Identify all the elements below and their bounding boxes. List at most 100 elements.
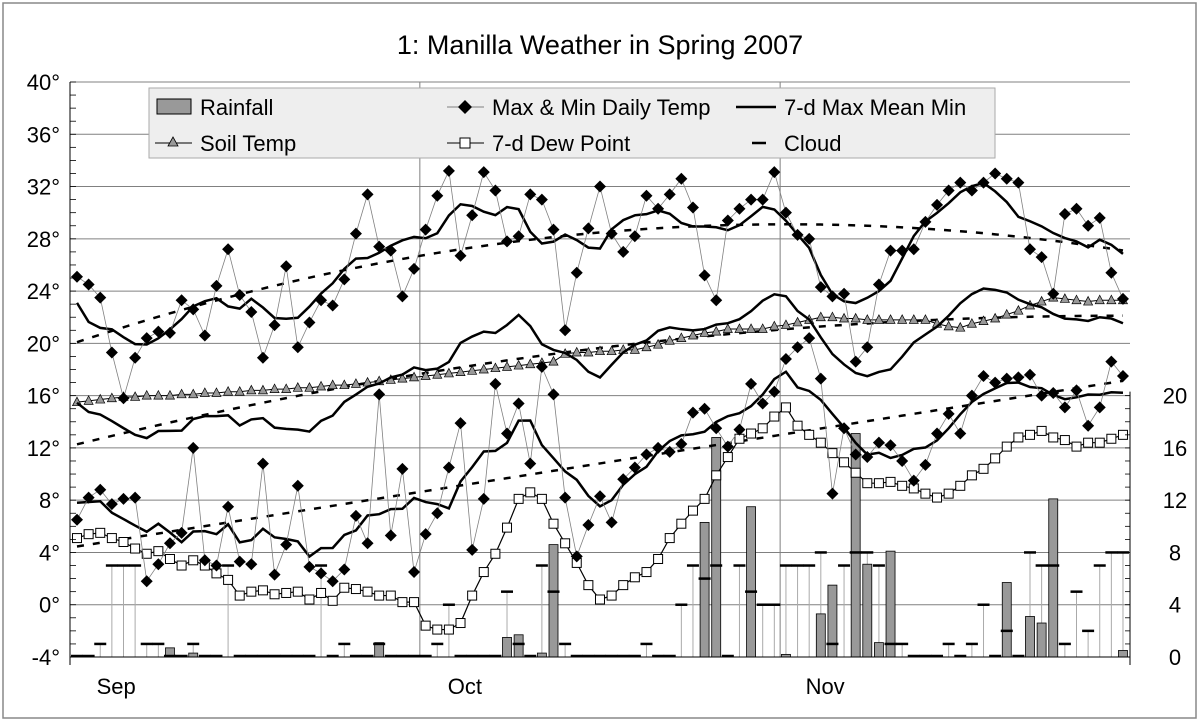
dew-point-marker <box>72 533 82 544</box>
soil-temp-marker <box>757 323 768 333</box>
soil-temp-marker <box>304 382 315 392</box>
plot-marks <box>71 164 1129 658</box>
soil-temp-marker <box>525 358 536 369</box>
dew-point-marker <box>966 470 977 481</box>
left-tick-label: 20° <box>27 331 60 356</box>
min-temp-marker <box>373 388 386 401</box>
soil-temp-marker <box>885 314 896 324</box>
left-tick-label: 32° <box>27 175 60 200</box>
soil-temp-marker <box>432 368 443 379</box>
min-temp-marker <box>896 454 909 467</box>
soil-temp-marker <box>257 384 269 395</box>
soil-temp-marker <box>327 379 338 390</box>
max-temp-marker <box>977 176 990 189</box>
dew-point-marker <box>176 560 187 571</box>
left-tick-label: 12° <box>27 436 60 461</box>
rainfall-bar <box>502 636 512 658</box>
min-temp-marker <box>698 402 711 415</box>
soil-temp-marker <box>478 363 489 374</box>
min-temp-marker <box>756 397 769 410</box>
soil-temp-marker <box>966 318 977 328</box>
soil-temp-marker <box>687 329 699 340</box>
max-temp-marker <box>361 188 374 201</box>
max-temp-marker <box>698 269 711 282</box>
soil-temp-marker <box>862 314 873 324</box>
dew-point-marker <box>920 488 931 499</box>
min-temp-marker <box>605 516 618 529</box>
min-temp-marker <box>140 575 153 588</box>
min-temp-marker <box>954 427 967 440</box>
dew-point-marker <box>955 480 966 491</box>
soil-temp-marker <box>223 385 234 396</box>
max-temp-marker <box>593 180 606 193</box>
dew-point-marker <box>873 478 884 489</box>
soil-temp-marker <box>292 382 303 392</box>
grid <box>70 81 1130 658</box>
right-tick-label: 0 <box>1169 645 1181 670</box>
soil-temp-marker <box>176 388 187 399</box>
min-temp-marker <box>198 554 211 567</box>
min-temp-marker <box>419 528 432 541</box>
soil-temp-marker <box>95 393 106 404</box>
min-temp-marker <box>745 377 758 390</box>
min-temp-marker <box>94 483 107 496</box>
max-temp-marker <box>884 244 897 257</box>
legend-triangle-icon <box>167 136 179 147</box>
max-temp-marker <box>94 291 107 304</box>
dew-point-marker <box>350 584 361 595</box>
max-temp-marker <box>710 294 723 307</box>
soil-temp-marker <box>1106 294 1117 305</box>
dew-point-marker <box>583 580 594 591</box>
min-temp-marker <box>152 558 165 571</box>
min-temp-marker <box>710 422 723 435</box>
min-temp-marker <box>245 558 258 571</box>
soil-temp-marker <box>990 312 1001 323</box>
max-temp-marker <box>466 209 479 222</box>
soil-temp-marker <box>211 387 222 397</box>
soil-temp-marker <box>83 395 94 405</box>
dew-point-marker <box>757 423 768 434</box>
axes: 40° 36° 32° 28° 24° 20° 16° 12° 8° 4° 0° -4° 20 16 12 8… <box>27 70 1188 699</box>
max-temp-marker <box>198 329 211 342</box>
max-temp-marker <box>652 202 665 215</box>
min-temp-marker <box>233 555 246 568</box>
max-temp-marker <box>1024 243 1037 256</box>
legend-square-icon <box>459 137 471 149</box>
max-temp-marker <box>175 294 188 307</box>
max-temp-marker <box>931 198 944 211</box>
max-temp-marker <box>896 244 909 257</box>
min-temp-marker <box>547 388 560 401</box>
min-temp-marker <box>431 507 444 520</box>
soil-temp-marker <box>920 314 931 324</box>
soil-temp-marker <box>420 370 431 380</box>
left-tick-label: 36° <box>27 122 60 147</box>
max-temp-marker <box>117 392 130 405</box>
max-temp-marker <box>791 228 804 241</box>
dew-point-marker <box>141 548 152 559</box>
legend-maxmin-label: Max & Min Daily Temp <box>492 95 710 120</box>
min-temp-marker <box>1070 384 1083 397</box>
min-temp-marker <box>931 427 944 440</box>
soil-temp-marker <box>815 311 826 322</box>
max-temp-marker <box>1093 211 1106 224</box>
min-temp-marker <box>187 441 200 454</box>
max-temp-marker <box>535 193 548 206</box>
min-temp-marker <box>210 559 223 572</box>
legend-rainfall-swatch <box>156 98 192 115</box>
min-temp-marker <box>1058 401 1071 414</box>
min-temp-marker <box>1047 387 1060 400</box>
min-temp-marker <box>396 462 409 475</box>
min-temp-marker <box>872 436 885 449</box>
dew-point-marker <box>95 527 106 538</box>
soil-temp-marker <box>711 325 722 336</box>
soil-temp-marker <box>130 391 141 401</box>
dew-point-marker <box>862 478 873 489</box>
left-tick-label: 16° <box>27 384 60 409</box>
left-tick-label: 24° <box>27 279 60 304</box>
max-temp-marker <box>222 243 235 256</box>
rainfall-bar <box>188 652 199 658</box>
soil-temp-marker <box>873 314 884 324</box>
min-temp-marker <box>1082 419 1095 432</box>
dew-point-marker <box>1001 441 1012 452</box>
dew-point-marker <box>455 618 466 629</box>
